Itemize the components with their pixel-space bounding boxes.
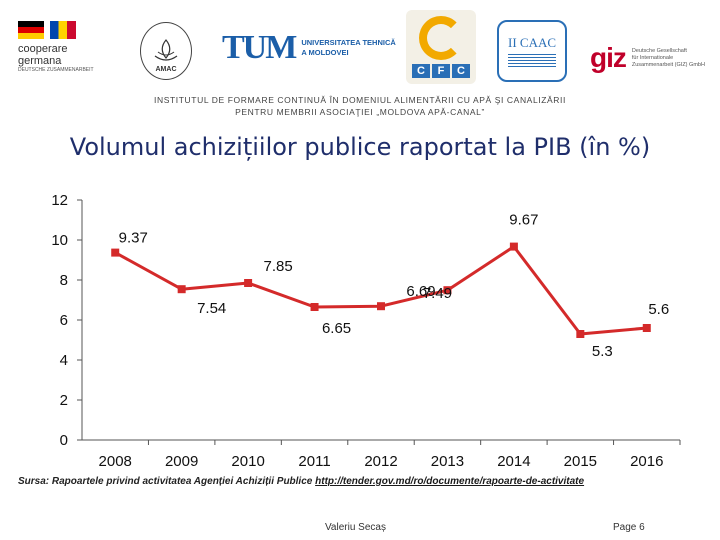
logo-strip: cooperare germana DEUTSCHE ZUSAMMENARBEI… (0, 0, 720, 92)
utm-line-2: A MOLDOVEI (301, 48, 349, 57)
giz-text: Deutsche Gesellschaft für Internationale… (632, 48, 705, 69)
utm-logo: TUM UNIVERSITATEA TEHNICĂ A MOLDOVEI (222, 29, 402, 66)
source-link[interactable]: http://tender.gov.md/ro/documente/rapoar… (315, 476, 585, 487)
data-label: 7.49 (423, 285, 452, 302)
data-label: 7.85 (264, 258, 293, 275)
source-note: Sursa: Rapoartele privind activitatea Ag… (18, 476, 584, 487)
cfc-letter: C (412, 64, 430, 78)
data-label: 9.67 (509, 212, 538, 229)
giz-line-1: Deutsche Gesellschaft (631, 47, 687, 54)
x-tick-label: 2010 (231, 453, 264, 470)
y-tick-label: 4 (60, 352, 68, 369)
giz-line-2: für Internationale (631, 54, 674, 61)
institute-header: INSTITUTUL DE FORMARE CONTINUĂ ÎN DOMENI… (0, 94, 720, 118)
y-tick-label: 10 (51, 232, 68, 249)
giz-line-3: Zusammenarbeit (GIZ) GmbH (631, 61, 705, 68)
x-tick-label: 2009 (165, 453, 198, 470)
coop-line-2: germana (18, 55, 62, 67)
x-tick-label: 2016 (630, 453, 663, 470)
source-text: Sursa: Rapoartele privind activitatea Ag… (18, 476, 316, 487)
page-number: Page 6 (613, 522, 645, 533)
data-label: 5.6 (648, 301, 669, 318)
y-tick-label: 8 (60, 272, 68, 289)
data-point (310, 303, 319, 311)
x-tick-label: 2012 (364, 453, 397, 470)
data-point (244, 279, 253, 287)
cfc-letters: C F C (412, 64, 470, 78)
germany-flag-icon (18, 21, 44, 39)
utm-mark: TUM (222, 29, 297, 66)
x-tick-label: 2008 (99, 453, 132, 470)
utm-text: UNIVERSITATEA TEHNICĂ A MOLDOVEI (301, 38, 395, 58)
data-label: 6.69 (406, 283, 435, 300)
y-tick-label: 12 (51, 192, 68, 209)
chart-title: Volumul achizițiilor publice raportat la… (69, 133, 651, 161)
cfc-letter: C (452, 64, 470, 78)
y-tick-label: 0 (60, 432, 68, 449)
coop-text: cooperare germana DEUTSCHE ZUSAMMENARBEI… (18, 43, 94, 73)
author: Valeriu Secaș (325, 522, 386, 533)
data-point (642, 324, 651, 332)
data-point (111, 248, 120, 257)
amac-emblem-icon (154, 39, 178, 61)
ccaac-logo: II CAAC (497, 20, 567, 82)
data-label: 7.54 (197, 300, 226, 317)
coop-line-1: cooperare (18, 43, 68, 55)
cfc-logo: C F C (406, 10, 476, 84)
moldova-flag-icon (50, 21, 76, 39)
ccaac-waves-icon (508, 53, 556, 68)
giz-logo: giz Deutsche Gesellschaft für Internatio… (590, 38, 710, 78)
data-point (576, 330, 585, 338)
data-point (177, 285, 186, 294)
utm-line-1: UNIVERSITATEA TEHNICĂ (301, 38, 396, 47)
ccaac-text: II CAAC (507, 34, 557, 50)
giz-mark: giz (590, 42, 627, 73)
amac-text: AMAC (155, 66, 177, 73)
y-tick-label: 6 (60, 312, 68, 329)
data-point (509, 242, 518, 251)
flags (18, 21, 76, 39)
cfc-arc-icon (419, 16, 463, 60)
institute-line-2: PENTRU MEMBRII ASOCIAŢIEI „MOLDOVA APĂ-C… (235, 107, 485, 117)
data-label: 5.3 (592, 343, 613, 360)
institute-line-1: INSTITUTUL DE FORMARE CONTINUĂ ÎN DOMENI… (154, 95, 566, 105)
data-label: 9.37 (119, 230, 148, 247)
x-tick-label: 2014 (497, 453, 530, 470)
data-point (443, 286, 452, 295)
series-line (114, 245, 647, 336)
data-point (377, 302, 385, 311)
x-tick-label: 2013 (431, 453, 464, 470)
cfc-letter: F (432, 64, 450, 78)
y-tick-label: 2 (60, 392, 68, 409)
coop-subtitle: DEUTSCHE ZUSAMMENARBEIT (18, 67, 94, 73)
amac-logo: AMAC (140, 22, 192, 80)
data-label: 6.65 (322, 320, 351, 337)
x-tick-label: 2011 (298, 453, 330, 470)
x-tick-label: 2015 (564, 453, 597, 470)
cooperare-germana-logo: cooperare germana DEUTSCHE ZUSAMMENARBEI… (18, 18, 110, 76)
